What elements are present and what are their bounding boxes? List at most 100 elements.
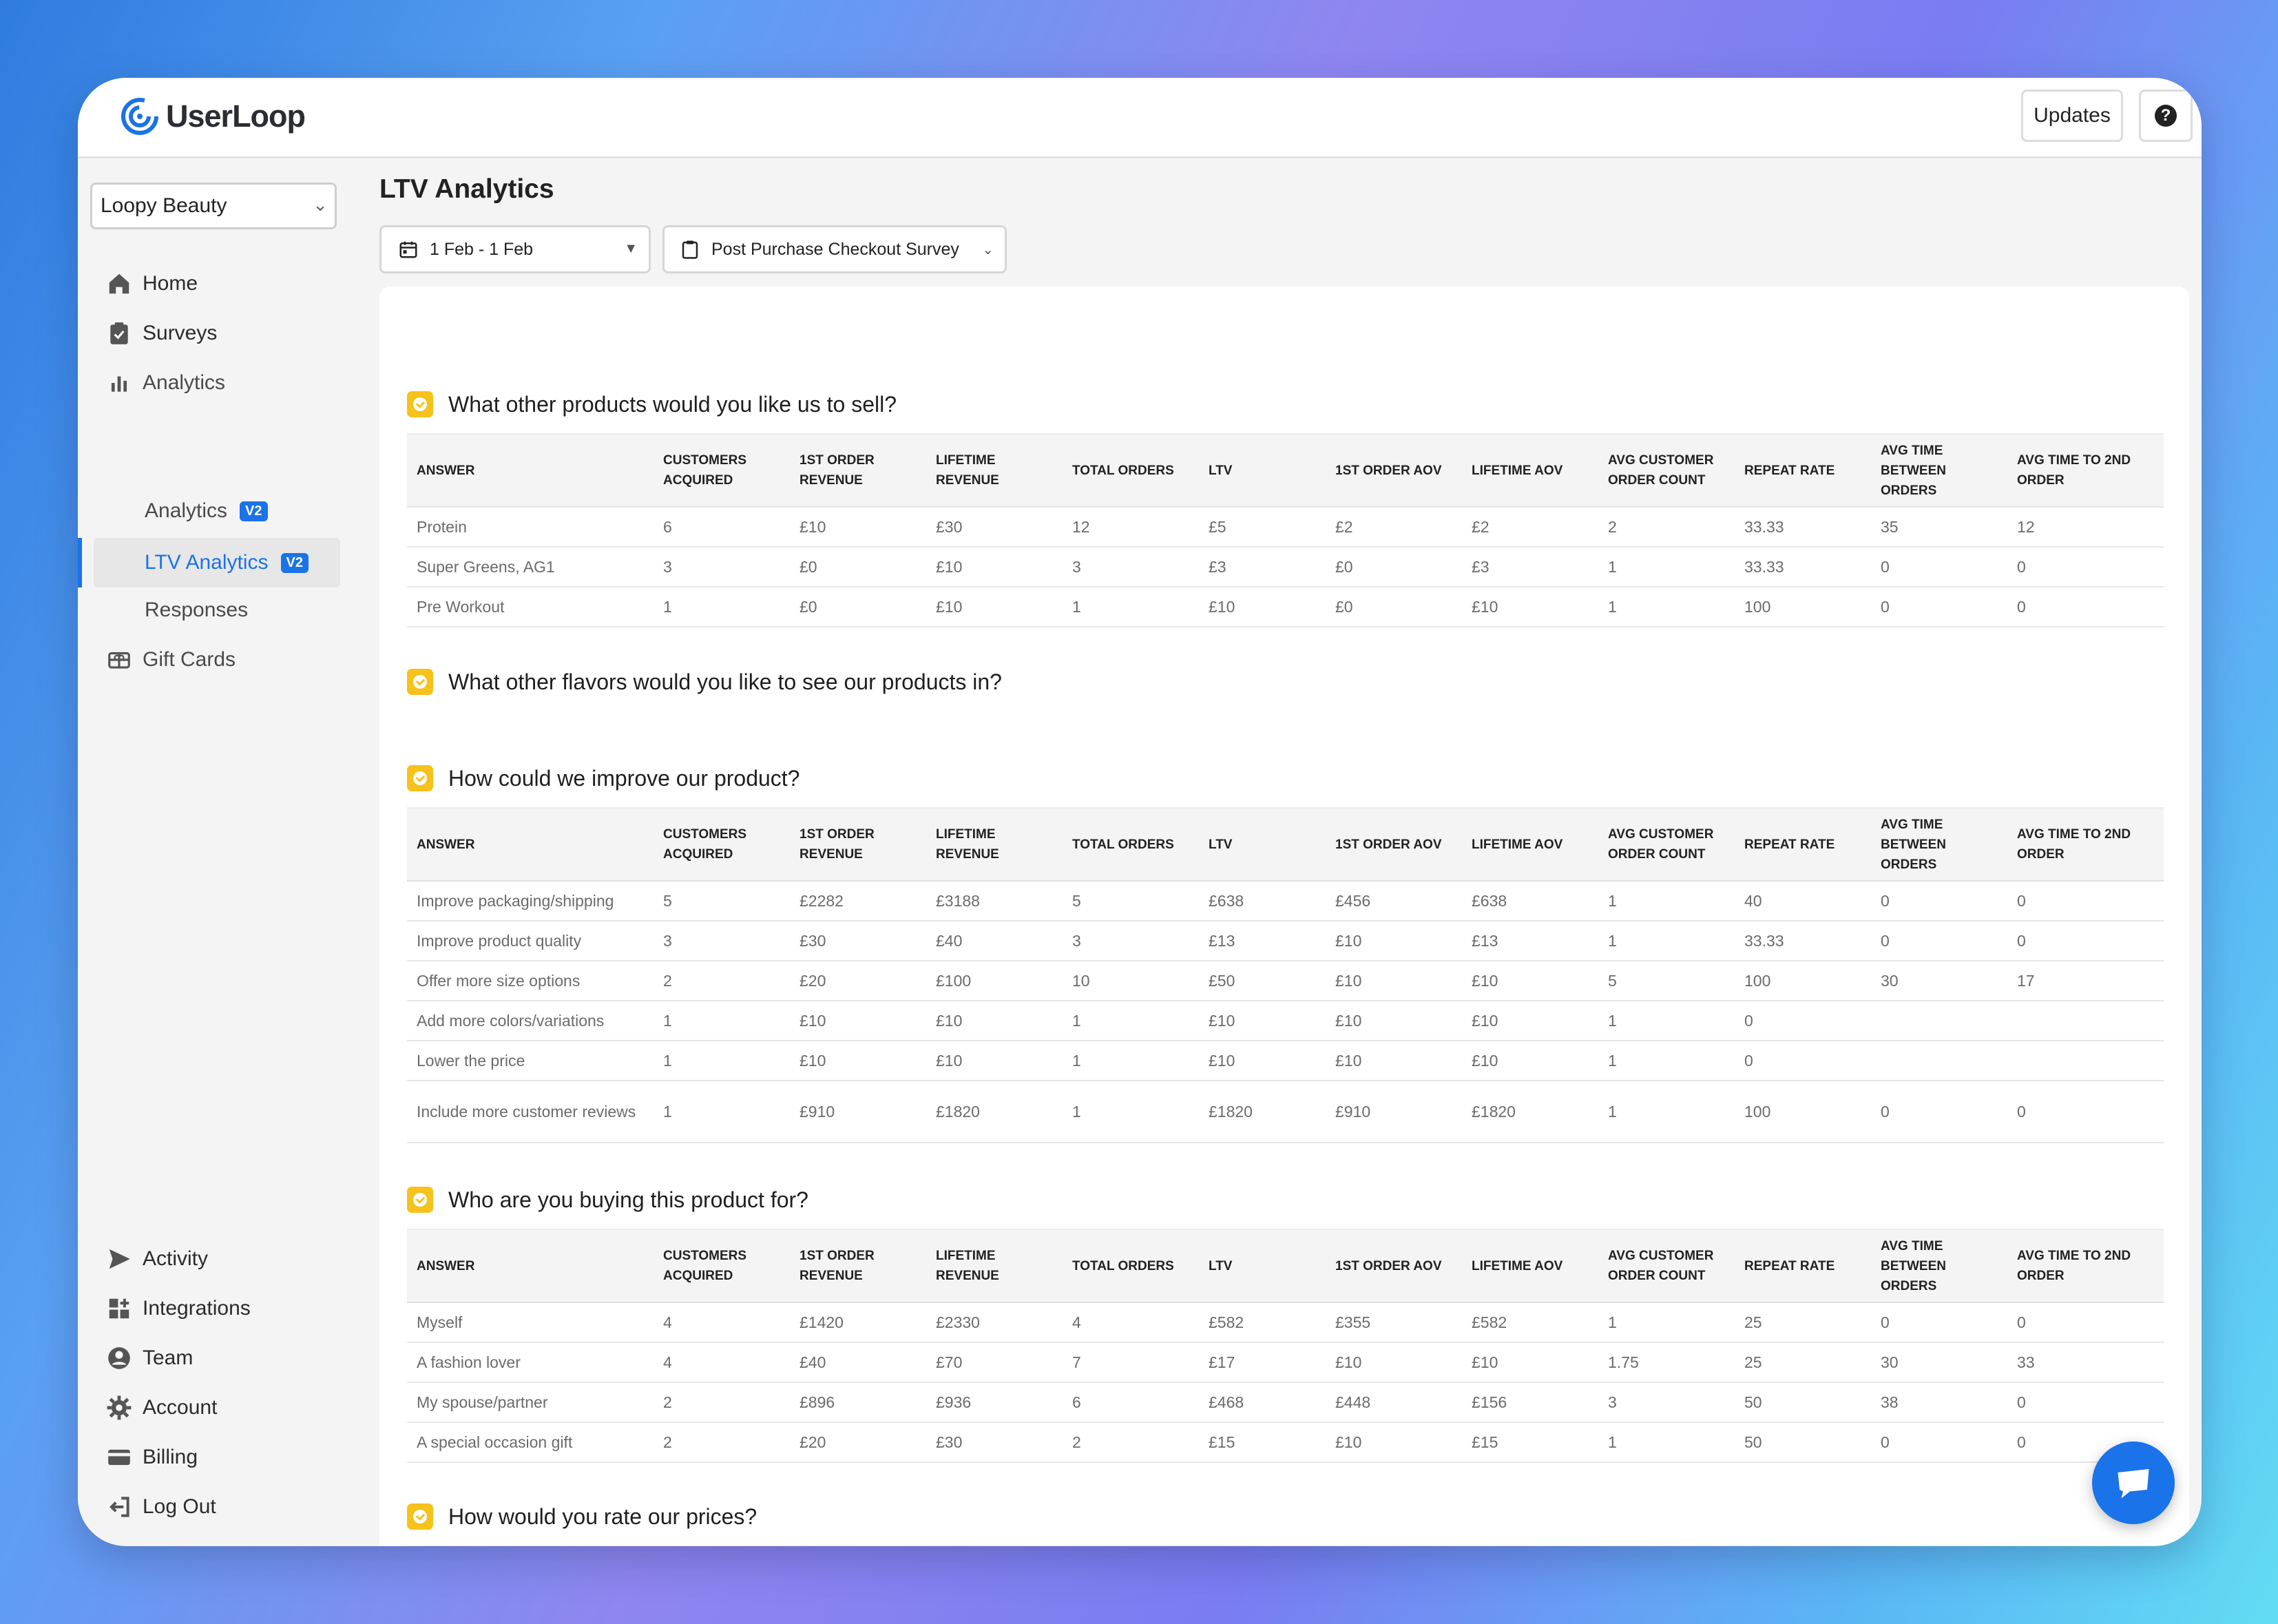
table-cell: 1 — [654, 1001, 790, 1041]
sidebar-item-billing[interactable]: Billing — [105, 1436, 367, 1479]
sidebar-item-analytics[interactable]: Analytics — [105, 362, 367, 404]
column-header[interactable]: CUSTOMERS ACQUIRED — [654, 1229, 790, 1303]
table-cell: £50 — [1199, 961, 1326, 1001]
sidebar-item-integrations[interactable]: Integrations — [105, 1287, 367, 1330]
column-header[interactable]: ANSWER — [407, 807, 654, 882]
column-header[interactable]: LIFETIME REVENUE — [926, 807, 1063, 882]
column-header[interactable]: AVG CUSTOMER ORDER COUNT — [1598, 1229, 1735, 1303]
question-title: Who are you buying this product for? — [407, 1187, 808, 1213]
table-cell: 35 — [1871, 507, 2007, 548]
sidebar-item-label: Activity — [143, 1247, 209, 1270]
question-title: How would you rate our prices? — [407, 1503, 757, 1530]
table-cell: 1 — [1598, 1302, 1735, 1343]
sidebar-item-label: Surveys — [143, 322, 218, 344]
column-header[interactable]: ANSWER — [407, 1229, 654, 1303]
column-header[interactable]: 1ST ORDER REVENUE — [790, 1229, 926, 1303]
column-header[interactable]: LIFETIME AOV — [1462, 433, 1598, 508]
column-header[interactable]: LTV — [1199, 433, 1326, 508]
table-cell: 0 — [1871, 921, 2007, 961]
chat-launcher-button[interactable] — [2092, 1441, 2175, 1524]
table-cell: £10 — [1326, 1001, 1462, 1041]
column-header[interactable]: LTV — [1199, 1229, 1326, 1303]
column-header[interactable]: AVG CUSTOMER ORDER COUNT — [1598, 433, 1735, 508]
column-header[interactable]: AVG TIME TO 2ND ORDER — [2007, 807, 2164, 882]
column-header[interactable]: TOTAL ORDERS — [1063, 1229, 1199, 1303]
table-cell: 33 — [2007, 1342, 2164, 1383]
column-header[interactable]: 1ST ORDER AOV — [1326, 1229, 1462, 1303]
column-header[interactable]: LIFETIME AOV — [1462, 807, 1598, 882]
column-header[interactable]: AVG TIME BETWEEN ORDERS — [1871, 807, 2007, 882]
column-header[interactable]: REPEAT RATE — [1735, 1229, 1871, 1303]
column-header[interactable]: CUSTOMERS ACQUIRED — [654, 807, 790, 882]
table-cell: £5 — [1199, 507, 1326, 548]
table-cell: £3 — [1462, 547, 1598, 587]
sidebar-item-team[interactable]: Team — [105, 1337, 367, 1380]
sidebar-item-account[interactable]: Account — [105, 1386, 367, 1429]
date-range-value: 1 Feb - 1 Feb — [430, 239, 534, 259]
column-header[interactable]: 1ST ORDER REVENUE — [790, 433, 926, 508]
table-cell: £156 — [1462, 1382, 1598, 1423]
date-range-select[interactable]: 1 Feb - 1 Feb ▼ — [379, 225, 651, 273]
column-header[interactable]: AVG TIME BETWEEN ORDERS — [1871, 1229, 2007, 1303]
table-cell: Improve product quality — [407, 921, 654, 961]
column-header[interactable]: TOTAL ORDERS — [1063, 807, 1199, 882]
table-cell: 3 — [654, 547, 790, 587]
table-row: Lower the price 1 £10 £10 1 £10 £10 £10 1 0 — [407, 1041, 2164, 1081]
column-header[interactable]: REPEAT RATE — [1735, 807, 1871, 882]
sidebar-item-ltv-analytics[interactable]: LTV Analytics V2 — [145, 541, 406, 584]
updates-button[interactable]: Updates — [2021, 90, 2123, 142]
caret-down-icon: ▼ — [624, 241, 638, 256]
store-select[interactable]: Loopy Beauty ⌄ — [90, 183, 337, 229]
column-header[interactable]: CUSTOMERS ACQUIRED — [654, 433, 790, 508]
table-cell: Include more customer reviews — [407, 1081, 654, 1143]
column-header[interactable]: LIFETIME REVENUE — [926, 1229, 1063, 1303]
sidebar-item-label: Integrations — [143, 1297, 251, 1320]
sidebar-item-analytics-v2[interactable]: Analytics V2 — [145, 490, 406, 532]
sidebar-item-responses[interactable]: Responses — [145, 589, 406, 632]
column-header[interactable]: 1ST ORDER AOV — [1326, 807, 1462, 882]
column-header[interactable]: LTV — [1199, 807, 1326, 882]
column-header[interactable]: LIFETIME REVENUE — [926, 433, 1063, 508]
table-cell: 0 — [2007, 547, 2164, 587]
table-cell: 10 — [1063, 961, 1199, 1001]
column-header[interactable]: AVG TIME TO 2ND ORDER — [2007, 433, 2164, 508]
survey-select[interactable]: Post Purchase Checkout Survey ⌄ — [662, 225, 1007, 273]
table-cell: 33.33 — [1735, 507, 1871, 548]
column-header[interactable]: AVG CUSTOMER ORDER COUNT — [1598, 807, 1735, 882]
column-header[interactable]: 1ST ORDER AOV — [1326, 433, 1462, 508]
column-header[interactable]: AVG TIME TO 2ND ORDER — [2007, 1229, 2164, 1303]
table-cell: £468 — [1199, 1382, 1326, 1423]
sidebar-item-label: Billing — [143, 1446, 198, 1468]
table-cell: £910 — [790, 1081, 926, 1143]
sidebar-item-activity[interactable]: Activity — [105, 1238, 367, 1280]
table-cell: 6 — [1063, 1382, 1199, 1423]
table-cell: 1 — [1598, 921, 1735, 961]
column-header[interactable]: LIFETIME AOV — [1462, 1229, 1598, 1303]
column-header[interactable]: AVG TIME BETWEEN ORDERS — [1871, 433, 2007, 508]
sidebar-item-label: Log Out — [143, 1495, 216, 1518]
column-header[interactable]: REPEAT RATE — [1735, 433, 1871, 508]
userloop-logo[interactable]: UserLoop — [121, 96, 306, 137]
table-row: Improve product quality 3 £30 £40 3 £13 £10 £13… — [407, 921, 2164, 961]
table-row: Offer more size options 2 £20 £100 10 £50 £10 £… — [407, 961, 2164, 1001]
column-header[interactable]: TOTAL ORDERS — [1063, 433, 1199, 508]
question-check-icon — [407, 1503, 433, 1530]
sidebar-item-log-out[interactable]: Log Out — [105, 1486, 367, 1528]
sidebar-item-surveys[interactable]: Surveys — [105, 312, 367, 355]
table-cell: 17 — [2007, 961, 2164, 1001]
question-title: What other flavors would you like to see… — [407, 669, 1002, 695]
column-header[interactable]: ANSWER — [407, 433, 654, 508]
sidebar-item-home[interactable]: Home — [105, 262, 367, 305]
v2-badge: V2 — [240, 501, 268, 521]
table-cell: 25 — [1735, 1342, 1871, 1383]
table-cell: 0 — [2007, 881, 2164, 922]
table-cell: 5 — [654, 881, 790, 922]
table-cell: £10 — [1199, 1041, 1326, 1081]
sidebar-item-gift-cards[interactable]: Gift Cards — [105, 638, 367, 681]
table-cell: £10 — [1326, 1342, 1462, 1383]
help-button[interactable]: ? — [2139, 90, 2193, 142]
column-header[interactable]: 1ST ORDER REVENUE — [790, 807, 926, 882]
swirl-logo-icon — [121, 98, 158, 135]
table-cell: 4 — [654, 1302, 790, 1343]
table-cell: £2282 — [790, 881, 926, 922]
